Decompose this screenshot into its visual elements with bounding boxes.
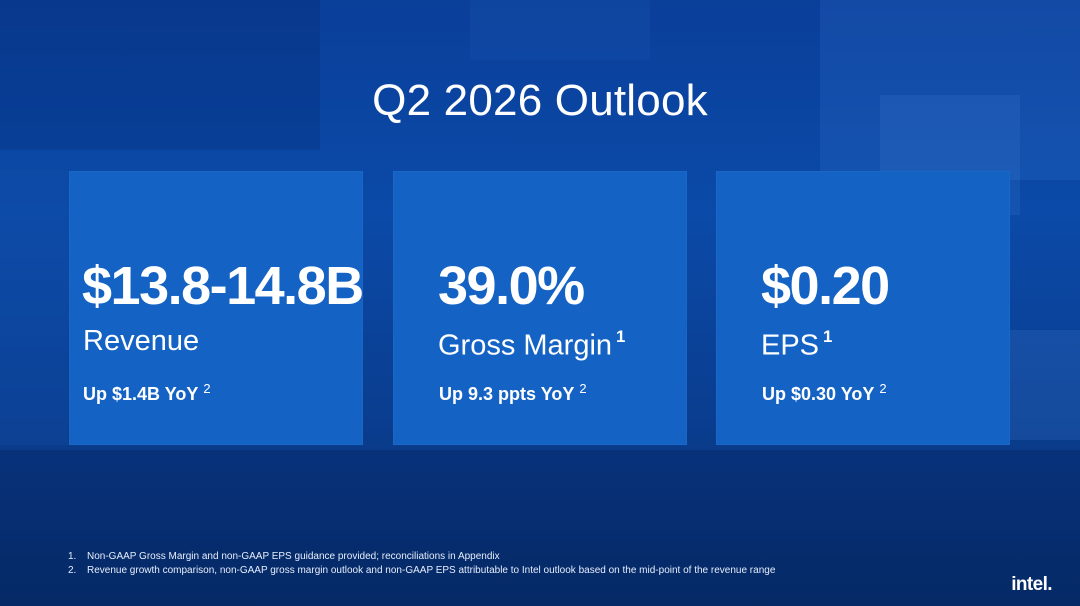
revenue-label-text: Revenue (83, 325, 200, 357)
bg-tile (0, 0, 320, 150)
revenue-change: Up $1.4B YoY 2 (83, 381, 211, 405)
footnote-marker: 2 (879, 381, 887, 396)
gross-margin-value: 39.0% (438, 256, 585, 316)
outlook-cards: $13.8-14.8B Revenue Up $1.4B YoY 2 39.0% … (69, 171, 1010, 445)
footnote-marker: 1 (823, 327, 833, 346)
intel-logo: intel. (1011, 574, 1052, 595)
revenue-change-text: Up $1.4B YoY (83, 384, 199, 405)
bg-tile (0, 170, 68, 445)
footnote-text: Revenue growth comparison, non-GAAP gros… (87, 565, 776, 576)
footnote-row: 2. Revenue growth comparison, non-GAAP g… (68, 564, 775, 578)
footnote-number: 2. (68, 565, 77, 576)
bg-tile (0, 450, 1080, 606)
eps-value: $0.20 (761, 256, 890, 316)
footnote-number: 1. (68, 551, 77, 562)
eps-change: Up $0.30 YoY 2 (762, 381, 887, 405)
gross-margin-label: Gross Margin 1 (438, 327, 625, 363)
eps-label-text: EPS (761, 329, 820, 362)
footnotes: 1. Non-GAAP Gross Margin and non-GAAP EP… (68, 550, 775, 578)
footnote-row: 1. Non-GAAP Gross Margin and non-GAAP EP… (68, 550, 775, 564)
gross-margin-card: 39.0% Gross Margin 1 Up 9.3 ppts YoY 2 (393, 171, 687, 445)
eps-label: EPS 1 (761, 327, 832, 363)
gross-margin-change: Up 9.3 ppts YoY 2 (439, 381, 587, 405)
footnote-marker: 2 (203, 381, 211, 396)
revenue-value: $13.8-14.8B (82, 256, 364, 316)
bg-tile (1010, 330, 1080, 440)
footnote-marker: 2 (579, 381, 587, 396)
footnote-marker: 1 (616, 327, 626, 346)
bg-tile (470, 0, 650, 60)
eps-change-text: Up $0.30 YoY (762, 384, 875, 405)
footnote-text: Non-GAAP Gross Margin and non-GAAP EPS g… (87, 551, 500, 562)
gross-margin-label-text: Gross Margin (438, 329, 613, 362)
revenue-label: Revenue (83, 325, 199, 358)
revenue-card: $13.8-14.8B Revenue Up $1.4B YoY 2 (69, 171, 364, 445)
eps-card: $0.20 EPS 1 Up $0.30 YoY 2 (716, 171, 1010, 445)
gross-margin-change-text: Up 9.3 ppts YoY (439, 384, 575, 405)
slide-title: Q2 2026 Outlook (372, 76, 708, 125)
